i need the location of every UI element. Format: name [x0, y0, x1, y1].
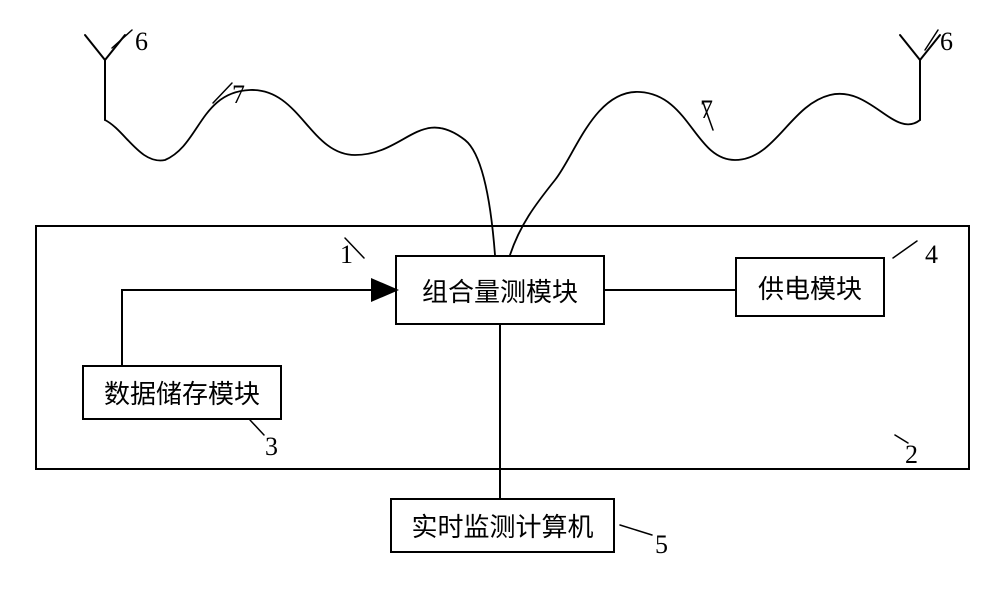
- combined-measurement-label: 组合量测模块: [422, 272, 578, 309]
- power-module: 供电模块: [735, 257, 885, 317]
- callout-6-right: 6: [940, 27, 953, 57]
- callout-2: 2: [905, 440, 918, 470]
- data-storage-module: 数据储存模块: [82, 365, 282, 420]
- callout-4: 4: [925, 240, 938, 270]
- callout-7-left: 7: [232, 80, 245, 110]
- realtime-monitor-computer: 实时监测计算机: [390, 498, 615, 553]
- callout-1: 1: [340, 240, 353, 270]
- combined-measurement-module: 组合量测模块: [395, 255, 605, 325]
- callout-7-right: 7: [700, 95, 713, 125]
- diagram-canvas: 组合量测模块 供电模块 数据储存模块 实时监测计算机 1 2 3 4 5 6 6…: [0, 0, 1000, 615]
- realtime-monitor-label: 实时监测计算机: [411, 507, 593, 544]
- callout-3: 3: [265, 432, 278, 462]
- power-module-label: 供电模块: [758, 269, 862, 306]
- callout-5: 5: [655, 530, 668, 560]
- data-storage-label: 数据储存模块: [104, 374, 260, 411]
- callout-6-left: 6: [135, 27, 148, 57]
